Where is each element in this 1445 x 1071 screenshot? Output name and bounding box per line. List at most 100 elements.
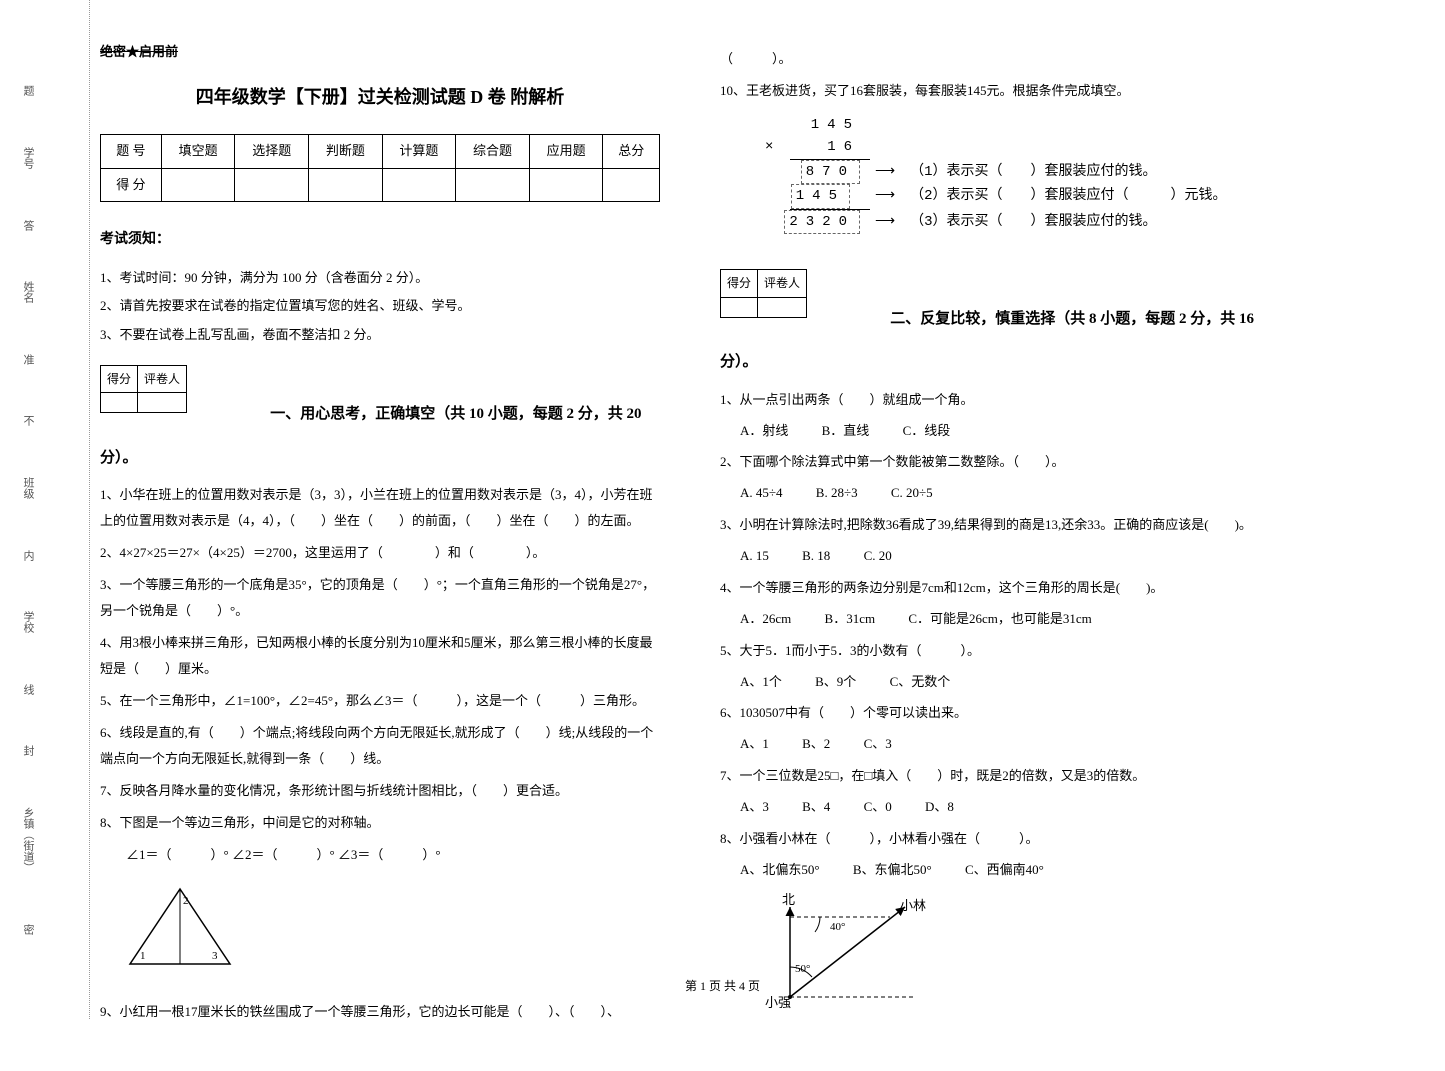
binding-label: 线: [20, 684, 36, 695]
s1-q9-cont: （ ）。: [720, 46, 1320, 72]
opt-a: A. 45÷4: [740, 485, 783, 500]
opt-a: A、1个: [740, 674, 782, 689]
section1-title: 一、用心思考，正确填空（共 10 小题，每题 2 分，共 20: [270, 406, 641, 422]
binding-label: 内: [20, 550, 36, 561]
opt-c: C、西偏南40°: [965, 862, 1044, 877]
s1-q1: 1、小华在班上的位置用数对表示是（3，3），小兰在班上的位置用数对表示是（3，4…: [100, 482, 660, 534]
grader-reviewer-label: 评卷人: [758, 269, 807, 297]
grader-empty: [101, 393, 138, 413]
svg-text:1: 1: [140, 950, 146, 962]
s2-q6: 6、1030507中有（ ）个零可以读出来。: [720, 700, 1320, 726]
notice-title: 考试须知：: [100, 227, 660, 254]
left-column: 绝密★启用前 四年级数学【下册】过关检测试题 D 卷 附解析 题 号 填空题 选…: [100, 40, 660, 1031]
s2-q7-opts: A、3 B、4 C、0 D、8: [740, 795, 1320, 820]
compass-diagram: 北 小林 小强 40° 50°: [760, 892, 940, 1012]
s2-q8: 8、小强看小林在（ ），小林看小强在（ ）。: [720, 826, 1320, 852]
s1-q4: 4、用3根小棒来拼三角形，已知两根小棒的长度分别为10厘米和5厘米，那么第三根小…: [100, 630, 660, 682]
exam-title: 四年级数学【下册】过关检测试题 D 卷 附解析: [100, 80, 660, 114]
s1-q6: 6、线段是直的,有（ ）个端点;将线段向两个方向无限延长,就形成了（ ）线;从线…: [100, 720, 660, 772]
binding-label: 姓名: [20, 281, 36, 303]
score-cell: [235, 168, 309, 202]
score-header: 填空题: [161, 134, 235, 168]
binding-label: 准: [20, 354, 36, 365]
opt-b: B、4: [802, 799, 830, 814]
score-cell: [456, 168, 530, 202]
mult-p3-text: （3）表示买（ ）套服装应付的钱。: [910, 211, 1156, 233]
mult-p1: 870: [801, 160, 860, 184]
opt-b: B．直线: [822, 423, 870, 438]
opt-b: B、东偏北50°: [853, 862, 932, 877]
opt-a: A．射线: [740, 423, 788, 438]
opt-c: C、无数个: [890, 674, 951, 689]
svg-text:3: 3: [212, 950, 218, 962]
opt-b: B. 18: [802, 548, 830, 563]
s2-q2: 2、下面哪个除法算式中第一个数能被第二数整除。（ ）。: [720, 449, 1320, 475]
s2-q4: 4、一个等腰三角形的两条边分别是7cm和12cm，这个三角形的周长是( )。: [720, 575, 1320, 601]
arrow-icon: ⟶: [875, 211, 895, 233]
section2-title-cont: 分）。: [720, 348, 1320, 377]
score-header: 判断题: [309, 134, 383, 168]
binding-labels: 题 学号 答 姓名 准 不 班级 内 学校 线 封 乡镇（街道） 密: [20, 60, 36, 960]
score-cell: [382, 168, 456, 202]
grader-box-2: 得分 评卷人: [720, 269, 807, 318]
score-header: 应用题: [529, 134, 603, 168]
multiplication-diagram: 145 ×16 870 ⟶ （1）表示买（ ）套服装应付的钱。 145 ⟶ （2…: [780, 114, 1320, 234]
opt-b: B、2: [802, 736, 830, 751]
opt-b: B. 28÷3: [816, 485, 858, 500]
triangle-diagram: 1 2 3: [120, 884, 240, 974]
s2-q3: 3、小明在计算除法时,把除数36看成了39,结果得到的商是13,还余33。正确的…: [720, 512, 1320, 538]
opt-a: A、1: [740, 736, 769, 751]
confidential-label: 绝密★启用前: [100, 40, 660, 65]
opt-c: C. 20÷5: [891, 485, 933, 500]
binding-label: 不: [20, 415, 36, 426]
score-cell: [161, 168, 235, 202]
score-header: 计算题: [382, 134, 456, 168]
score-cell: [529, 168, 603, 202]
opt-a: A．26cm: [740, 611, 791, 626]
svg-text:小林: 小林: [900, 898, 926, 913]
svg-text:北: 北: [782, 892, 795, 907]
s2-q3-opts: A. 15 B. 18 C. 20: [740, 544, 1320, 569]
s2-q1-opts: A．射线 B．直线 C．线段: [740, 419, 1320, 444]
grader-score-label: 得分: [721, 269, 758, 297]
s1-q9: 9、小红用一根17厘米长的铁丝围成了一个等腰三角形，它的边长可能是（ ）、（ ）…: [100, 999, 660, 1025]
binding-label: 题: [20, 85, 36, 96]
s1-q7: 7、反映各月降水量的变化情况，条形统计图与折线统计图相比，（ ）更合适。: [100, 778, 660, 804]
notice-item: 1、考试时间：90 分钟，满分为 100 分（含卷面分 2 分）。: [100, 264, 660, 293]
mult-p3: 2320: [784, 210, 860, 234]
s2-q8-opts: A、北偏东50° B、东偏北50° C、西偏南40°: [740, 858, 1320, 883]
section1-title-cont: 分）。: [100, 444, 660, 473]
section2-title: 二、反复比较，慎重选择（共 8 小题，每题 2 分，共 16: [890, 311, 1254, 327]
s2-q5: 5、大于5．1而小于5．3的小数有（ ）。: [720, 638, 1320, 664]
page-footer: 第 1 页 共 4 页: [0, 977, 1445, 994]
s1-q8-angles: ∠1＝（ ）° ∠2＝（ ）° ∠3＝（ ）°: [100, 842, 660, 868]
opt-a: A. 15: [740, 548, 769, 563]
s1-q3: 3、一个等腰三角形的一个底角是35°，它的顶角是（ ）°；一个直角三角形的一个锐…: [100, 572, 660, 624]
score-cell: [309, 168, 383, 202]
opt-c: C、3: [864, 736, 892, 751]
mult-b: 16: [827, 139, 860, 155]
binding-label: 乡镇（街道）: [20, 807, 36, 873]
s2-q2-opts: A. 45÷4 B. 28÷3 C. 20÷5: [740, 481, 1320, 506]
binding-label: 答: [20, 220, 36, 231]
score-header: 总分: [603, 134, 660, 168]
grader-reviewer-label: 评卷人: [138, 365, 187, 393]
arrow-icon: ⟶: [875, 161, 895, 183]
binding-label: 班级: [20, 477, 36, 499]
grader-empty: [138, 393, 187, 413]
score-cell: [603, 168, 660, 202]
score-header: 综合题: [456, 134, 530, 168]
score-table: 题 号 填空题 选择题 判断题 计算题 综合题 应用题 总分 得 分: [100, 134, 660, 202]
s2-q7: 7、一个三位数是25□，在□填入（ ）时，既是2的倍数，又是3的倍数。: [720, 763, 1320, 789]
s2-q4-opts: A．26cm B．31cm C．可能是26cm，也可能是31cm: [740, 607, 1320, 632]
notice-item: 3、不要在试卷上乱写乱画，卷面不整洁扣 2 分。: [100, 321, 660, 350]
svg-text:小强: 小强: [765, 995, 791, 1010]
grader-empty: [721, 297, 758, 317]
opt-c: C．线段: [903, 423, 951, 438]
opt-c: C．可能是26cm，也可能是31cm: [908, 611, 1091, 626]
mult-p2-text: （2）表示买（ ）套服装应付（ ）元钱。: [910, 185, 1226, 207]
mult-p2: 145: [791, 184, 850, 208]
s1-q10: 10、王老板进货，买了16套服装，每套服装145元。根据条件完成填空。: [720, 78, 1320, 104]
s1-q5: 5、在一个三角形中，∠1=100°，∠2=45°，那么∠3＝（ ），这是一个（ …: [100, 688, 660, 714]
opt-b: B、9个: [815, 674, 856, 689]
